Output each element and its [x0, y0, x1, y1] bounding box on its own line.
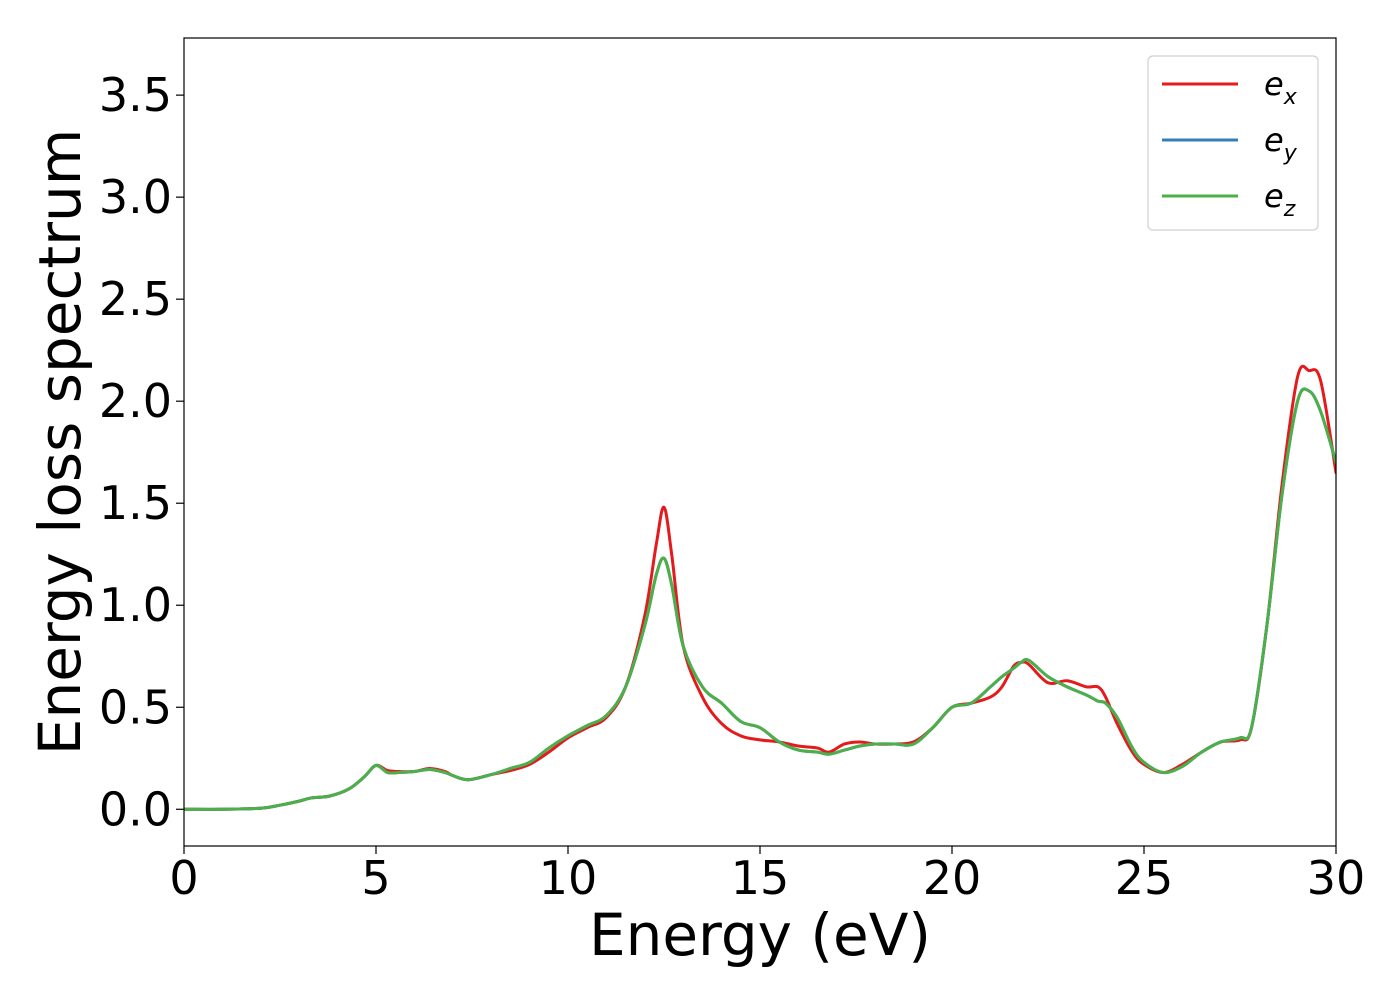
y-tick-label: 3.0: [99, 170, 172, 224]
y-tick-label: 2.0: [99, 374, 172, 428]
legend-label-e-x: ex: [1264, 65, 1298, 110]
x-tick-label: 10: [539, 851, 598, 905]
x-tick-label: 30: [1307, 851, 1366, 905]
y-axis-ticks: 0.0 0.5 1.0 1.5 2.0 2.5 3.0 3.5: [99, 68, 184, 836]
legend-box: [1147, 55, 1319, 231]
x-tick-label: 20: [923, 851, 982, 905]
x-tick-label: 0: [169, 851, 198, 905]
x-tick-label: 15: [731, 851, 790, 905]
y-tick-label: 3.5: [99, 68, 172, 122]
plot-lines: [184, 364, 1336, 811]
legend-label-e-z: ez: [1264, 177, 1296, 222]
x-tick-label: 5: [361, 851, 390, 905]
y-tick-label: 0.5: [99, 680, 172, 734]
y-tick-label: 1.5: [99, 476, 172, 530]
y-tick-label: 0.0: [99, 782, 172, 836]
y-tick-label: 2.5: [99, 272, 172, 326]
legend-label-e-y: ey: [1264, 121, 1298, 166]
legend: ex ey ez: [1147, 55, 1319, 231]
x-tick-label: 25: [1115, 851, 1174, 905]
y-tick-label: 1.0: [99, 578, 172, 632]
x-axis-label: Energy (eV): [589, 901, 931, 969]
y-axis-label: Energy loss spectrum: [26, 129, 94, 755]
series-line-e-z: [184, 387, 1336, 811]
x-axis-ticks: 0 5 10 15 20 25 30: [169, 846, 1365, 905]
